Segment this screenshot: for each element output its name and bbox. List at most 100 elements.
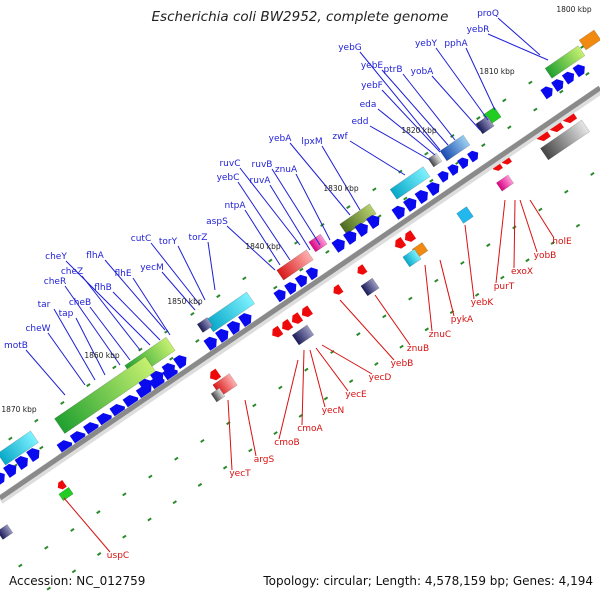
gene-block [291, 324, 315, 346]
gene-label-ruvB: ruvB [252, 160, 273, 170]
tick-mark [538, 207, 543, 212]
tick-mark [8, 436, 13, 441]
tick-mark [550, 241, 555, 245]
gene-label-uspC: uspC [107, 551, 129, 561]
connector-line [75, 317, 106, 376]
connector-line [289, 142, 351, 216]
gene-block [439, 134, 471, 162]
tick-mark [174, 456, 179, 461]
tick-mark [148, 474, 153, 479]
connector-line [374, 294, 411, 346]
gene-label-yebY: yebY [415, 39, 438, 49]
gene-label-yebR: yebR [467, 25, 490, 35]
gene-label-torZ: torZ [189, 233, 208, 243]
tick-mark [46, 586, 51, 591]
connector-line [339, 299, 395, 361]
kbp-label: 1800 kbp [556, 5, 592, 14]
connector-line [237, 181, 291, 261]
gene-label-yebE: yebE [361, 61, 384, 71]
tick-mark [39, 445, 44, 450]
kbp-label: 1850 kbp [167, 297, 203, 306]
gene-label-cheY: cheY [45, 252, 67, 262]
gene-label-pphA: pphA [444, 39, 468, 49]
tick-mark [112, 365, 117, 370]
gene-label-ruvC: ruvC [219, 159, 240, 169]
tick-mark [424, 327, 429, 332]
tick-mark [278, 385, 283, 390]
gene-label-torY: torY [159, 237, 178, 247]
tick-mark [273, 431, 278, 436]
kbp-label: 1860 kbp [84, 351, 120, 360]
tick-mark [507, 125, 512, 130]
gene-label-cheR: cheR [44, 277, 66, 287]
connector-line [226, 225, 276, 271]
tick-mark [34, 418, 39, 423]
tick-mark [195, 338, 200, 343]
connector-line [529, 199, 555, 239]
tick-mark [200, 438, 205, 443]
tick-mark [575, 223, 581, 228]
gene-label-eda: eda [360, 100, 377, 110]
gene-label-yecT: yecT [229, 469, 251, 479]
tick-mark [460, 260, 465, 265]
gene-block [276, 249, 314, 281]
gene-block [389, 166, 431, 200]
gene-label-lpxM: lpxM [301, 137, 322, 147]
gene-arrows [272, 305, 313, 338]
gene-label-exoX: exoX [511, 267, 533, 277]
gene-label-aspS: aspS [206, 217, 228, 227]
connector-line [64, 285, 121, 366]
tick-mark [502, 98, 507, 103]
connector-line [487, 33, 549, 61]
label-connectors [25, 17, 555, 553]
connector-line [47, 332, 86, 386]
gene-label-yebC: yebC [217, 173, 240, 183]
connector-line [81, 275, 141, 351]
gene-block [578, 29, 600, 51]
gene-label-proQ: proQ [477, 9, 499, 19]
connector-line [513, 199, 516, 269]
gene-block [210, 387, 226, 403]
tick-mark [348, 379, 354, 384]
gene-label-yecM: yecM [140, 263, 164, 273]
connector-line [104, 259, 166, 331]
tick-mark [86, 383, 91, 388]
gene-label-flhB: flhB [94, 283, 112, 293]
tick-mark [304, 367, 309, 372]
connector-line [369, 125, 431, 161]
tick-mark [60, 400, 65, 405]
gene-arrows [437, 150, 479, 183]
kbp-label: 1820 kbp [401, 126, 437, 135]
tick-mark [474, 292, 480, 297]
connector-line [424, 264, 433, 332]
gene-label-yecN: yecN [322, 406, 345, 416]
tick-mark [372, 187, 377, 192]
gene-arrows [333, 284, 344, 295]
gene-label-ruvA: ruvA [250, 176, 272, 186]
tick-mark [44, 545, 49, 550]
tick-mark [71, 569, 77, 574]
gene-arrows [273, 267, 318, 303]
kbp-label: 1830 kbp [323, 184, 359, 193]
gene-block [456, 206, 474, 224]
connector-line [227, 399, 233, 471]
connector-line [435, 47, 489, 121]
tick-mark [399, 344, 404, 349]
tick-mark [190, 311, 195, 316]
tick-mark [216, 294, 221, 299]
kbp-label: 1810 kbp [479, 67, 515, 76]
tick-mark [18, 563, 23, 568]
tick-mark [429, 178, 434, 183]
kbp-labels: 1800 kbp 1810 kbp 1820 kbp 1830 kbp 1840 kbp… [1, 5, 592, 414]
tick-mark [476, 116, 481, 121]
gene-label-yebB: yebB [391, 359, 414, 369]
gene-label-znuB: znuB [407, 344, 429, 354]
tick-mark [434, 278, 439, 283]
tick-mark [248, 448, 253, 453]
tick-mark [408, 296, 413, 301]
tick-mark [299, 267, 304, 272]
gene-label-yecD: yecD [369, 373, 392, 383]
gene-label-cutC: cutC [131, 234, 151, 244]
gene-arrows [138, 355, 187, 393]
tick-mark [325, 249, 330, 254]
